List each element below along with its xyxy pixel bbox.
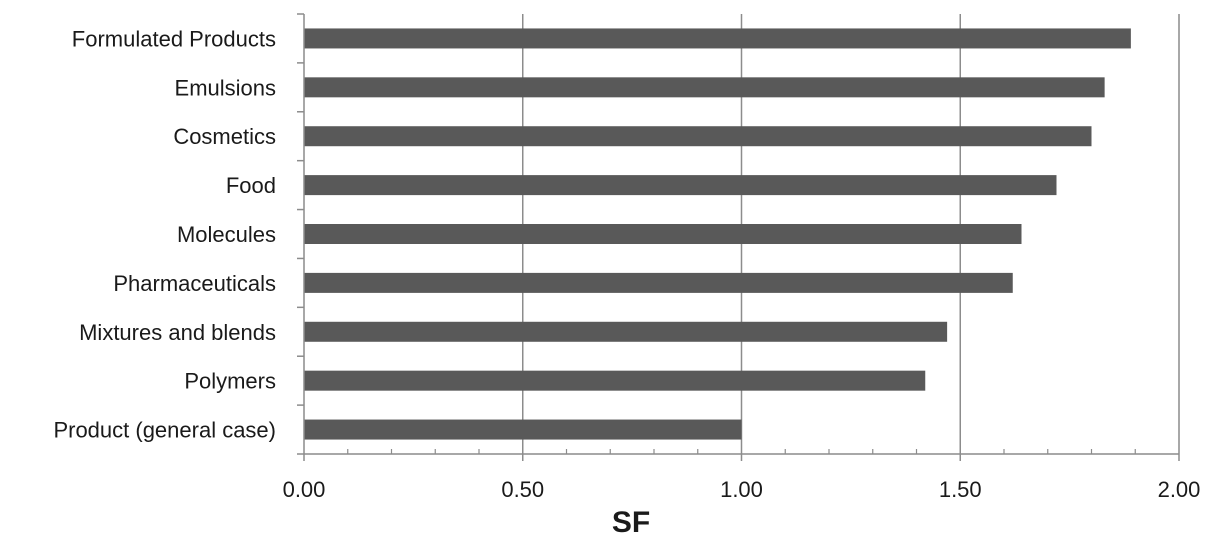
category-label: Food — [226, 173, 276, 198]
category-label: Cosmetics — [173, 124, 276, 149]
category-label: Mixtures and blends — [79, 320, 276, 345]
category-label: Polymers — [184, 369, 276, 394]
bar — [304, 28, 1131, 49]
category-labels: Formulated Products Emulsions Cosmetics Foo… — [53, 26, 276, 442]
category-label: Product (general case) — [53, 418, 276, 443]
axes — [297, 13, 1180, 461]
x-tick-label: 1.50 — [939, 477, 982, 502]
bar — [304, 175, 1057, 196]
bars — [304, 28, 1131, 440]
category-label: Pharmaceuticals — [113, 271, 276, 296]
x-tick-label: 2.00 — [1158, 477, 1201, 502]
bar — [304, 77, 1105, 98]
tick-labels: 0.00 0.50 1.00 1.50 2.00 — [283, 477, 1201, 502]
category-label: Formulated Products — [72, 26, 276, 51]
category-label: Molecules — [177, 222, 276, 247]
bar — [304, 126, 1092, 147]
x-axis-title: SF — [612, 506, 650, 539]
x-tick-label: 0.00 — [283, 477, 326, 502]
bar — [304, 321, 948, 342]
bar — [304, 419, 742, 440]
bar — [304, 370, 926, 391]
bar — [304, 224, 1022, 244]
category-label: Emulsions — [175, 75, 276, 100]
x-tick-label: 0.50 — [501, 477, 544, 502]
bar — [304, 272, 1013, 293]
x-tick-label: 1.00 — [720, 477, 763, 502]
